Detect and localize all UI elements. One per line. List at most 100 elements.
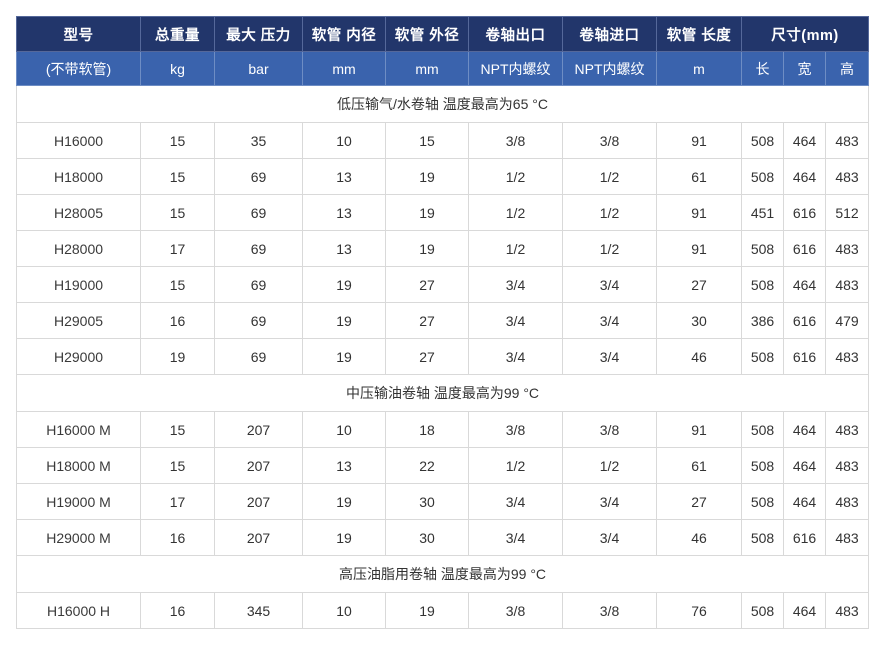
col-reel-outlet: 卷轴出口	[468, 16, 563, 52]
cell-dim-width: 464	[783, 483, 826, 520]
unit-reel-outlet: NPT内螺纹	[468, 51, 563, 86]
unit-hose-id: mm	[302, 51, 386, 86]
cell-reel-outlet: 3/4	[468, 519, 563, 556]
header-row-titles: 型号 总重量 最大 压力 软管 内径 软管 外径 卷轴出口 卷轴进口 软管 长度…	[16, 16, 870, 52]
section-header-row: 低压输气/水卷轴 温度最高为65 °C	[15, 85, 870, 123]
cell-model: H29005	[16, 302, 141, 339]
col-total-weight: 总重量	[140, 16, 215, 52]
cell-total-weight: 15	[140, 194, 215, 231]
cell-reel-inlet: 3/8	[562, 592, 657, 629]
cell-dim-width: 464	[783, 158, 826, 195]
cell-reel-inlet: 3/8	[562, 122, 657, 159]
cell-model: H19000 M	[16, 483, 141, 520]
cell-dim-width: 464	[783, 266, 826, 303]
table-row: H28000 17 69 13 19 1/2 1/2 91 508 616 483	[16, 230, 870, 267]
cell-dim-length: 508	[741, 158, 784, 195]
cell-model: H16000	[16, 122, 141, 159]
cell-model: H28000	[16, 230, 141, 267]
cell-model: H28005	[16, 194, 141, 231]
cell-reel-outlet: 3/8	[468, 122, 563, 159]
cell-reel-inlet: 3/4	[562, 266, 657, 303]
cell-hose-od: 19	[385, 230, 469, 267]
cell-reel-outlet: 1/2	[468, 447, 563, 484]
cell-max-pressure: 69	[214, 194, 303, 231]
cell-hose-id: 13	[302, 230, 386, 267]
table-row: H28005 15 69 13 19 1/2 1/2 91 451 616 512	[16, 194, 870, 231]
section-title: 高压油脂用卷轴 温度最高为99 °C	[15, 555, 870, 593]
cell-dim-length: 508	[741, 338, 784, 375]
cell-reel-inlet: 1/2	[562, 158, 657, 195]
cell-hose-length: 30	[656, 302, 742, 339]
cell-hose-length: 27	[656, 483, 742, 520]
cell-reel-outlet: 1/2	[468, 230, 563, 267]
cell-reel-inlet: 1/2	[562, 447, 657, 484]
col-model: 型号	[16, 16, 141, 52]
cell-hose-od: 30	[385, 483, 469, 520]
col-max-pressure: 最大 压力	[214, 16, 303, 52]
table-row: H29000 M 16 207 19 30 3/4 3/4 46 508 616 483	[16, 519, 870, 556]
cell-hose-od: 22	[385, 447, 469, 484]
cell-hose-id: 19	[302, 266, 386, 303]
col-reel-inlet: 卷轴进口	[562, 16, 657, 52]
table-body: 低压输气/水卷轴 温度最高为65 °C H16000 15 35 10 15 3/8 3/8 9…	[15, 85, 870, 629]
cell-max-pressure: 345	[214, 592, 303, 629]
cell-max-pressure: 69	[214, 338, 303, 375]
cell-hose-length: 46	[656, 519, 742, 556]
cell-hose-od: 18	[385, 411, 469, 448]
cell-model: H16000 M	[16, 411, 141, 448]
cell-hose-od: 30	[385, 519, 469, 556]
cell-dim-height: 512	[824, 194, 870, 231]
cell-dim-height: 483	[824, 483, 870, 520]
table-row: H29000 19 69 19 27 3/4 3/4 46 508 616 483	[16, 338, 870, 375]
cell-dim-height: 483	[824, 266, 870, 303]
cell-max-pressure: 207	[214, 411, 303, 448]
cell-hose-length: 27	[656, 266, 742, 303]
cell-total-weight: 15	[140, 447, 215, 484]
cell-model: H18000	[16, 158, 141, 195]
cell-dim-length: 508	[741, 266, 784, 303]
cell-hose-od: 19	[385, 158, 469, 195]
table-row: H18000 15 69 13 19 1/2 1/2 61 508 464 483	[16, 158, 870, 195]
table-row: H18000 M 15 207 13 22 1/2 1/2 61 508 464 483	[16, 447, 870, 484]
cell-dim-height: 483	[824, 230, 870, 267]
cell-hose-od: 15	[385, 122, 469, 159]
cell-hose-id: 13	[302, 194, 386, 231]
table-row: H19000 M 17 207 19 30 3/4 3/4 27 508 464 483	[16, 483, 870, 520]
cell-dim-length: 508	[741, 230, 784, 267]
table-header: 型号 总重量 最大 压力 软管 内径 软管 外径 卷轴出口 卷轴进口 软管 长度…	[16, 16, 870, 86]
cell-model: H18000 M	[16, 447, 141, 484]
hose-reel-spec-table: 型号 总重量 最大 压力 软管 内径 软管 外径 卷轴出口 卷轴进口 软管 长度…	[15, 16, 870, 629]
cell-dim-length: 508	[741, 592, 784, 629]
cell-total-weight: 15	[140, 158, 215, 195]
cell-dim-height: 483	[824, 447, 870, 484]
unit-model: (不带软管)	[16, 51, 141, 86]
cell-dim-length: 508	[741, 411, 784, 448]
cell-reel-inlet: 3/4	[562, 302, 657, 339]
cell-dim-width: 464	[783, 447, 826, 484]
cell-hose-od: 27	[385, 338, 469, 375]
cell-dim-length: 508	[741, 122, 784, 159]
cell-max-pressure: 69	[214, 266, 303, 303]
cell-dim-length: 508	[741, 447, 784, 484]
col-hose-od: 软管 外径	[385, 16, 469, 52]
cell-reel-outlet: 1/2	[468, 158, 563, 195]
cell-dim-height: 483	[824, 592, 870, 629]
section-title: 低压输气/水卷轴 温度最高为65 °C	[15, 85, 870, 123]
cell-hose-id: 10	[302, 122, 386, 159]
cell-total-weight: 16	[140, 592, 215, 629]
cell-max-pressure: 69	[214, 230, 303, 267]
cell-reel-inlet: 1/2	[562, 194, 657, 231]
unit-reel-inlet: NPT内螺纹	[562, 51, 657, 86]
unit-dim-height: 高	[824, 51, 870, 86]
section-header-row: 高压油脂用卷轴 温度最高为99 °C	[15, 555, 870, 593]
cell-dim-height: 483	[824, 158, 870, 195]
cell-dim-width: 464	[783, 411, 826, 448]
cell-dim-height: 483	[824, 411, 870, 448]
cell-reel-outlet: 3/4	[468, 266, 563, 303]
cell-max-pressure: 35	[214, 122, 303, 159]
table-row: H19000 15 69 19 27 3/4 3/4 27 508 464 483	[16, 266, 870, 303]
cell-reel-outlet: 3/4	[468, 302, 563, 339]
cell-reel-inlet: 3/4	[562, 338, 657, 375]
cell-dim-width: 616	[783, 338, 826, 375]
